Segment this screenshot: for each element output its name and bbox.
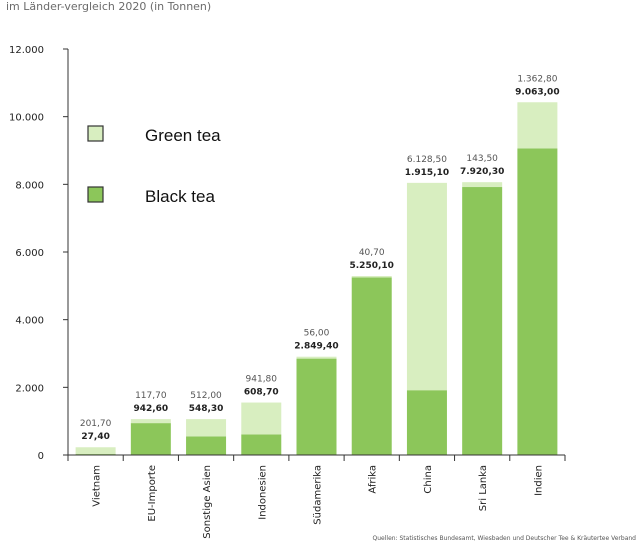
data-label-black-tea: 608,70 [244, 388, 279, 398]
data-label-green-tea: 1.362,80 [517, 74, 557, 84]
data-label-black-tea: 7.920,30 [460, 167, 504, 177]
bar-green-tea [296, 356, 337, 359]
x-category-label: Südamerika [313, 465, 324, 525]
legend-swatch-black-tea [87, 186, 104, 203]
x-category-label: Vietnam [92, 465, 103, 507]
data-label-black-tea: 1.915,10 [405, 168, 449, 178]
legend-label-green-tea: Green tea [145, 126, 221, 145]
x-category-label: Sri Lanka [478, 465, 489, 511]
bar-green-tea [406, 182, 447, 391]
value-labels: 27,40 201,70 942,60 117,70 548,30 512,00 608,7… [80, 74, 560, 442]
bar-green-tea [351, 275, 392, 278]
data-label-black-tea: 27,40 [81, 432, 109, 442]
x-category-label: Sonstige Asien [202, 465, 213, 539]
bar-black-tea [517, 148, 558, 455]
bar-black-tea [186, 436, 227, 455]
bar-black-tea [296, 358, 337, 455]
x-category-label: Afrika [368, 465, 379, 494]
source-note: Quellen: Statistisches Bundesamt, Wiesba… [373, 535, 637, 542]
y-tick-label: 2.000 [15, 383, 44, 394]
data-label-green-tea: 117,70 [135, 391, 167, 401]
data-label-green-tea: 56,00 [304, 329, 330, 339]
y-tick-label: 10.000 [9, 113, 44, 124]
bar-black-tea [462, 187, 503, 455]
bar-green-tea [462, 182, 503, 188]
x-category-label: China [423, 465, 434, 494]
data-label-green-tea: 201,70 [80, 419, 112, 429]
bar-green-tea [241, 402, 282, 435]
bar-black-tea [406, 390, 447, 455]
x-axis: Vietnam EU-Importe Sonstige Asien Indonesie… [67, 454, 566, 539]
data-label-black-tea: 942,60 [133, 404, 168, 414]
data-label-green-tea: 40,70 [359, 248, 385, 258]
data-label-green-tea: 6.128,50 [407, 155, 447, 165]
bar-green-tea [517, 102, 558, 149]
data-label-black-tea: 9.063,00 [515, 87, 559, 97]
legend-label-black-tea: Black tea [145, 187, 215, 206]
chart-title: im Länder-vergleich 2020 (in Tonnen) [6, 0, 211, 13]
y-axis: 0 2.000 4.000 6.000 8.000 10.000 12.000 [9, 45, 69, 462]
bar-black-tea [241, 434, 282, 455]
data-label-green-tea: 512,00 [190, 391, 222, 401]
y-tick-label: 4.000 [15, 316, 44, 327]
data-label-green-tea: 143,50 [466, 154, 498, 164]
legend: Green tea Black tea [87, 125, 221, 206]
y-tick-label: 12.000 [9, 45, 44, 56]
legend-swatch-green-tea [87, 125, 104, 142]
bar-green-tea [186, 419, 227, 437]
bar-black-tea [351, 277, 392, 455]
bar-green-tea [130, 419, 171, 424]
x-category-label: EU-Importe [147, 465, 158, 522]
data-label-black-tea: 548,30 [189, 404, 224, 414]
data-label-green-tea: 941,80 [246, 375, 278, 385]
y-tick-label: 0 [38, 451, 44, 462]
x-category-label: Indonesien [257, 465, 268, 520]
x-category-label: Indien [533, 465, 544, 496]
y-tick-label: 6.000 [15, 248, 44, 259]
bar-black-tea [130, 423, 171, 455]
bars [75, 102, 558, 455]
bar-green-tea [75, 447, 116, 455]
data-label-black-tea: 2.849,40 [294, 342, 338, 352]
data-label-black-tea: 5.250,10 [350, 261, 394, 271]
y-tick-label: 8.000 [15, 180, 44, 191]
